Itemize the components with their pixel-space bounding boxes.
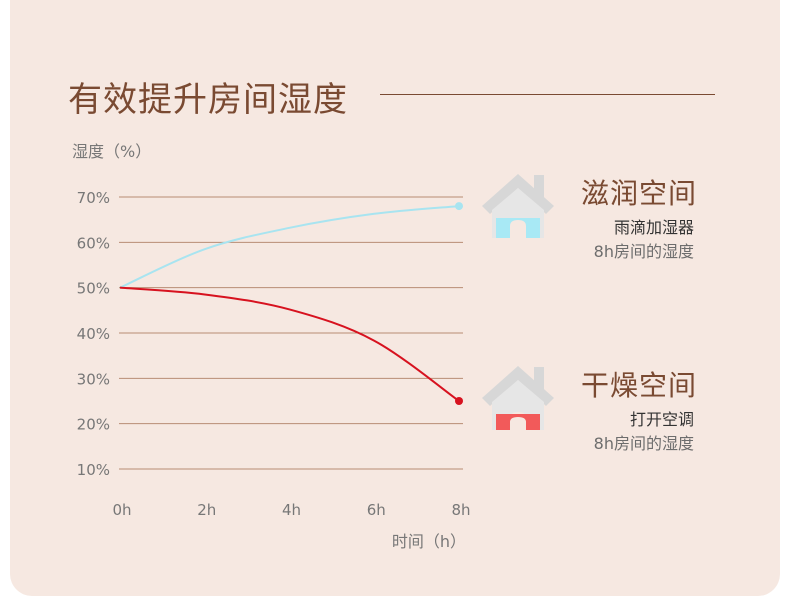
legend-humid-note: 8h房间的湿度 [593,242,694,261]
x-tick-label: 4h [282,501,301,519]
y-tick-label: 60% [77,234,110,252]
legend-dry-note: 8h房间的湿度 [593,434,694,453]
series-endpoint-dry [455,397,463,405]
legend-dry: 干燥空间 打开空调 8h房间的湿度 [480,362,700,462]
y-tick-label: 50% [77,280,110,298]
x-tick-label: 6h [367,501,386,519]
series-line-dry [119,286,460,402]
y-axis-label: 湿度（%） [72,142,151,161]
y-tick-label: 70% [77,189,110,207]
x-tick-label: 2h [197,501,216,519]
series-line-humid [119,205,460,289]
legend-humid-device: 雨滴加湿器 [613,218,694,237]
y-tick-label: 40% [77,325,110,343]
legend-humid-title: 滋润空间 [580,177,697,210]
legend-dry-device: 打开空调 [629,410,694,429]
title-divider [380,94,715,95]
house-icon [482,366,554,430]
x-tick-label: 0h [112,501,131,519]
y-tick-label: 10% [77,461,110,479]
x-axis-label: 时间（h） [392,532,466,551]
x-tick-label: 8h [451,501,470,519]
page-title: 有效提升房间湿度 [68,80,348,120]
y-tick-label: 20% [77,416,110,434]
house-icon [482,174,554,238]
card-background [10,0,780,596]
legend-dry-title: 干燥空间 [580,369,697,402]
legend-humid: 滋润空间 雨滴加湿器 8h房间的湿度 [480,170,700,270]
series-endpoint-humid [455,202,463,211]
y-tick-label: 30% [77,370,110,388]
